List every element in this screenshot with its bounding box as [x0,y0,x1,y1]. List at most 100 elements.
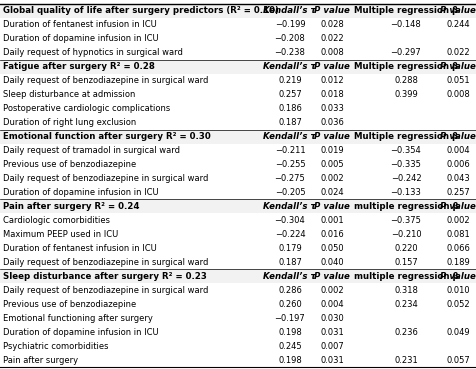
Text: 0.031: 0.031 [319,328,343,337]
Text: Emotional function after surgery R² = 0.30: Emotional function after surgery R² = 0.… [3,132,210,141]
Bar [0,4,476,18]
Text: 0.030: 0.030 [319,314,343,323]
Text: 0.033: 0.033 [319,104,343,113]
Text: 0.049: 0.049 [445,328,469,337]
Text: 0.220: 0.220 [393,244,417,253]
Text: P value: P value [439,7,475,15]
Text: 0.157: 0.157 [393,258,417,267]
Text: Duration of fentanest infusion in ICU: Duration of fentanest infusion in ICU [3,20,157,30]
Text: Daily request of benzodiazepine in surgical ward: Daily request of benzodiazepine in surgi… [3,174,208,183]
Text: Kendall’s τ: Kendall’s τ [263,7,316,15]
Text: multiple regression β: multiple regression β [353,202,457,211]
Text: 0.031: 0.031 [319,355,343,365]
Text: 0.050: 0.050 [319,244,343,253]
Text: 0.005: 0.005 [319,160,343,169]
Text: Kendall’s τ: Kendall’s τ [263,202,316,211]
Text: Postoperative cardiologic complications: Postoperative cardiologic complications [3,104,170,113]
Text: 0.040: 0.040 [319,258,343,267]
Text: −0.197: −0.197 [274,314,305,323]
Text: 0.187: 0.187 [278,118,301,127]
Text: Sleep disturbance after surgery R² = 0.23: Sleep disturbance after surgery R² = 0.2… [3,272,207,281]
Text: Previous use of benzodiazepine: Previous use of benzodiazepine [3,300,136,309]
Text: 0.234: 0.234 [393,300,417,309]
Text: Multiple regression β: Multiple regression β [353,62,457,71]
Text: P value: P value [313,202,349,211]
Text: −0.297: −0.297 [390,48,420,57]
Text: multiple regression β: multiple regression β [353,272,457,281]
Text: 0.288: 0.288 [393,76,417,85]
Text: Cardiologic comorbidities: Cardiologic comorbidities [3,216,110,225]
Text: 0.022: 0.022 [445,48,469,57]
Text: 0.016: 0.016 [319,230,343,239]
Text: −0.375: −0.375 [390,216,421,225]
Text: 0.052: 0.052 [445,300,469,309]
Bar [0,60,476,74]
Text: 0.024: 0.024 [319,188,343,197]
Text: 0.257: 0.257 [278,90,301,99]
Text: 0.399: 0.399 [393,90,417,99]
Text: P value: P value [313,7,349,15]
Text: 0.002: 0.002 [319,174,343,183]
Text: P value: P value [439,272,475,281]
Text: 0.036: 0.036 [319,118,343,127]
Text: 0.006: 0.006 [445,160,469,169]
Text: −0.242: −0.242 [390,174,420,183]
Text: 0.318: 0.318 [393,286,417,295]
Text: Sleep disturbance at admission: Sleep disturbance at admission [3,90,135,99]
Text: 0.043: 0.043 [445,174,469,183]
Text: P value: P value [313,272,349,281]
Text: P value: P value [439,202,475,211]
Text: 0.002: 0.002 [319,286,343,295]
Text: Daily request of hypnotics in surgical ward: Daily request of hypnotics in surgical w… [3,48,182,57]
Text: −0.133: −0.133 [390,188,421,197]
Text: −0.224: −0.224 [274,230,305,239]
Text: −0.238: −0.238 [274,48,305,57]
Text: Duration of dopamine infusion in ICU: Duration of dopamine infusion in ICU [3,188,159,197]
Text: 0.028: 0.028 [319,20,343,30]
Text: 0.179: 0.179 [278,244,301,253]
Text: −0.354: −0.354 [390,146,420,155]
Text: 0.008: 0.008 [319,48,343,57]
Text: Pain after surgery: Pain after surgery [3,355,78,365]
Text: −0.255: −0.255 [274,160,305,169]
Text: 0.002: 0.002 [445,216,469,225]
Text: 0.004: 0.004 [319,300,343,309]
Text: Fatigue after surgery R² = 0.28: Fatigue after surgery R² = 0.28 [3,62,155,71]
Text: Daily request of benzodiazepine in surgical ward: Daily request of benzodiazepine in surgi… [3,76,208,85]
Text: −0.211: −0.211 [274,146,305,155]
Text: Pain after surgery R² = 0.24: Pain after surgery R² = 0.24 [3,202,139,211]
Text: P value: P value [439,62,475,71]
Text: Multiple regression β: Multiple regression β [353,7,457,15]
Text: −0.304: −0.304 [274,216,305,225]
Text: 0.187: 0.187 [278,258,301,267]
Text: 0.081: 0.081 [445,230,469,239]
Text: −0.208: −0.208 [274,34,305,44]
Text: 0.018: 0.018 [319,90,343,99]
Text: Duration of dopamine infusion in ICU: Duration of dopamine infusion in ICU [3,34,159,44]
Text: 0.019: 0.019 [319,146,343,155]
Text: Global quality of life after surgery predictors (R² = 0.10): Global quality of life after surgery pre… [3,7,278,15]
Text: 0.051: 0.051 [445,76,469,85]
Text: Daily request of benzodiazepine in surgical ward: Daily request of benzodiazepine in surgi… [3,258,208,267]
Text: 0.010: 0.010 [445,286,469,295]
Text: P value: P value [439,132,475,141]
Text: 0.244: 0.244 [445,20,469,30]
Text: Psychiatric comorbidities: Psychiatric comorbidities [3,342,108,351]
Text: Maximum PEEP used in ICU: Maximum PEEP used in ICU [3,230,118,239]
Bar [0,200,476,213]
Text: −0.205: −0.205 [274,188,305,197]
Text: Duration of fentanest infusion in ICU: Duration of fentanest infusion in ICU [3,244,157,253]
Text: Previous use of benzodiazepine: Previous use of benzodiazepine [3,160,136,169]
Text: −0.335: −0.335 [390,160,421,169]
Text: P value: P value [313,132,349,141]
Text: 0.022: 0.022 [319,34,343,44]
Text: P value: P value [313,62,349,71]
Text: Multiple regression β: Multiple regression β [353,132,457,141]
Text: Daily request of tramadol in surgical ward: Daily request of tramadol in surgical wa… [3,146,179,155]
Text: 0.219: 0.219 [278,76,301,85]
Text: 0.004: 0.004 [445,146,469,155]
Text: Duration of right lung exclusion: Duration of right lung exclusion [3,118,136,127]
Text: 0.007: 0.007 [319,342,343,351]
Text: 0.012: 0.012 [319,76,343,85]
Text: Kendall’s τ: Kendall’s τ [263,132,316,141]
